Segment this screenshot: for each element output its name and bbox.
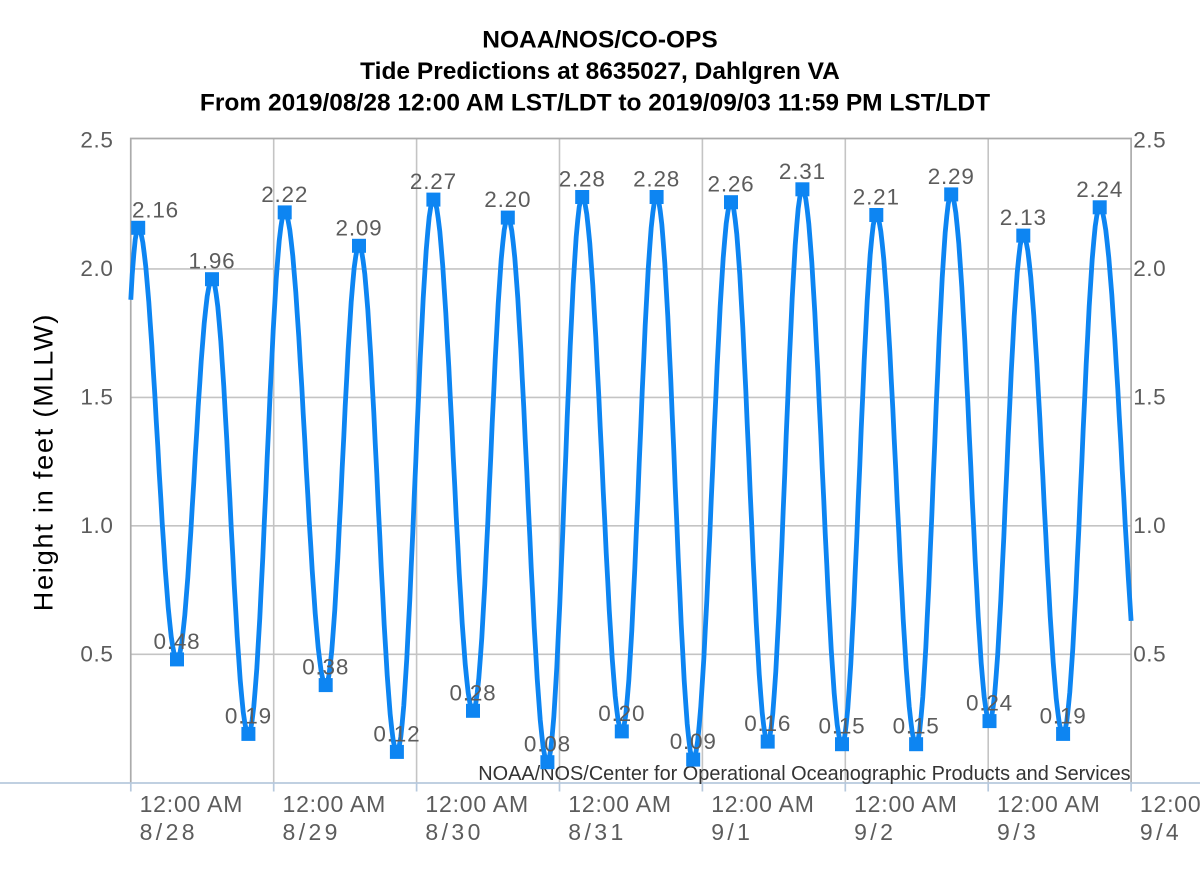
svg-text:1.96: 1.96 bbox=[189, 249, 236, 274]
svg-text:2.27: 2.27 bbox=[410, 169, 457, 194]
svg-text:2.22: 2.22 bbox=[261, 182, 308, 207]
svg-text:0.09: 0.09 bbox=[670, 729, 717, 754]
svg-text:12:00 AM: 12:00 AM bbox=[140, 791, 244, 817]
svg-text:0.5: 0.5 bbox=[1133, 642, 1166, 667]
svg-text:2.24: 2.24 bbox=[1076, 177, 1123, 202]
svg-text:2.5: 2.5 bbox=[80, 128, 113, 153]
svg-text:Tide Predictions at 8635027, D: Tide Predictions at 8635027, Dahlgren VA bbox=[360, 58, 840, 85]
svg-text:9/4: 9/4 bbox=[1140, 819, 1182, 845]
svg-text:0.20: 0.20 bbox=[598, 701, 645, 726]
svg-text:From 2019/08/28 12:00 AM LST/L: From 2019/08/28 12:00 AM LST/LDT to 2019… bbox=[200, 90, 990, 117]
svg-text:0.24: 0.24 bbox=[966, 691, 1013, 716]
svg-text:2.0: 2.0 bbox=[1133, 256, 1166, 281]
svg-text:0.48: 0.48 bbox=[154, 629, 201, 654]
svg-text:0.12: 0.12 bbox=[373, 721, 420, 746]
svg-text:9/2: 9/2 bbox=[854, 819, 896, 845]
svg-text:1.5: 1.5 bbox=[1133, 385, 1166, 410]
svg-text:NOAA/NOS/CO-OPS: NOAA/NOS/CO-OPS bbox=[482, 27, 718, 54]
svg-text:2.5: 2.5 bbox=[1133, 128, 1166, 153]
svg-text:8/29: 8/29 bbox=[283, 819, 341, 845]
svg-text:0.38: 0.38 bbox=[302, 655, 349, 680]
svg-text:12:00 AM: 12:00 AM bbox=[425, 791, 529, 817]
svg-text:0.16: 0.16 bbox=[744, 711, 791, 736]
svg-text:Height in feet (MLLW): Height in feet (MLLW) bbox=[28, 313, 58, 611]
svg-text:0.08: 0.08 bbox=[524, 732, 571, 757]
svg-text:12:00 AM: 12:00 AM bbox=[283, 791, 387, 817]
svg-text:2.21: 2.21 bbox=[853, 185, 900, 210]
svg-text:2.28: 2.28 bbox=[559, 167, 606, 192]
svg-text:12:00 AM: 12:00 AM bbox=[568, 791, 672, 817]
svg-text:9/3: 9/3 bbox=[997, 819, 1039, 845]
svg-text:0.19: 0.19 bbox=[1040, 703, 1087, 728]
svg-text:NOAA/NOS/Center for Operationa: NOAA/NOS/Center for Operational Oceanogr… bbox=[478, 763, 1130, 785]
svg-text:2.31: 2.31 bbox=[779, 159, 826, 184]
svg-text:12:00 AM: 12:00 AM bbox=[854, 791, 958, 817]
svg-text:8/31: 8/31 bbox=[568, 819, 626, 845]
svg-text:2.09: 2.09 bbox=[336, 215, 383, 240]
svg-text:2.29: 2.29 bbox=[928, 164, 975, 189]
svg-text:0.15: 0.15 bbox=[819, 714, 866, 739]
svg-text:0.5: 0.5 bbox=[80, 642, 113, 667]
svg-text:2.28: 2.28 bbox=[633, 167, 680, 192]
svg-text:0.19: 0.19 bbox=[225, 703, 272, 728]
svg-text:12:00 AM: 12:00 AM bbox=[711, 791, 815, 817]
svg-text:1.0: 1.0 bbox=[80, 513, 113, 538]
svg-text:0.28: 0.28 bbox=[450, 680, 497, 705]
svg-text:12:00 AM: 12:00 AM bbox=[1140, 791, 1200, 817]
svg-text:2.13: 2.13 bbox=[1000, 205, 1047, 230]
svg-text:1.5: 1.5 bbox=[80, 385, 113, 410]
svg-text:2.26: 2.26 bbox=[708, 172, 755, 197]
svg-text:8/30: 8/30 bbox=[425, 819, 483, 845]
svg-text:1.0: 1.0 bbox=[1133, 513, 1166, 538]
svg-text:9/1: 9/1 bbox=[711, 819, 753, 845]
svg-text:0.15: 0.15 bbox=[893, 714, 940, 739]
svg-text:2.20: 2.20 bbox=[484, 187, 531, 212]
svg-text:2.16: 2.16 bbox=[132, 197, 179, 222]
svg-text:2.0: 2.0 bbox=[80, 256, 113, 281]
svg-text:12:00 AM: 12:00 AM bbox=[997, 791, 1101, 817]
svg-text:8/28: 8/28 bbox=[140, 819, 198, 845]
